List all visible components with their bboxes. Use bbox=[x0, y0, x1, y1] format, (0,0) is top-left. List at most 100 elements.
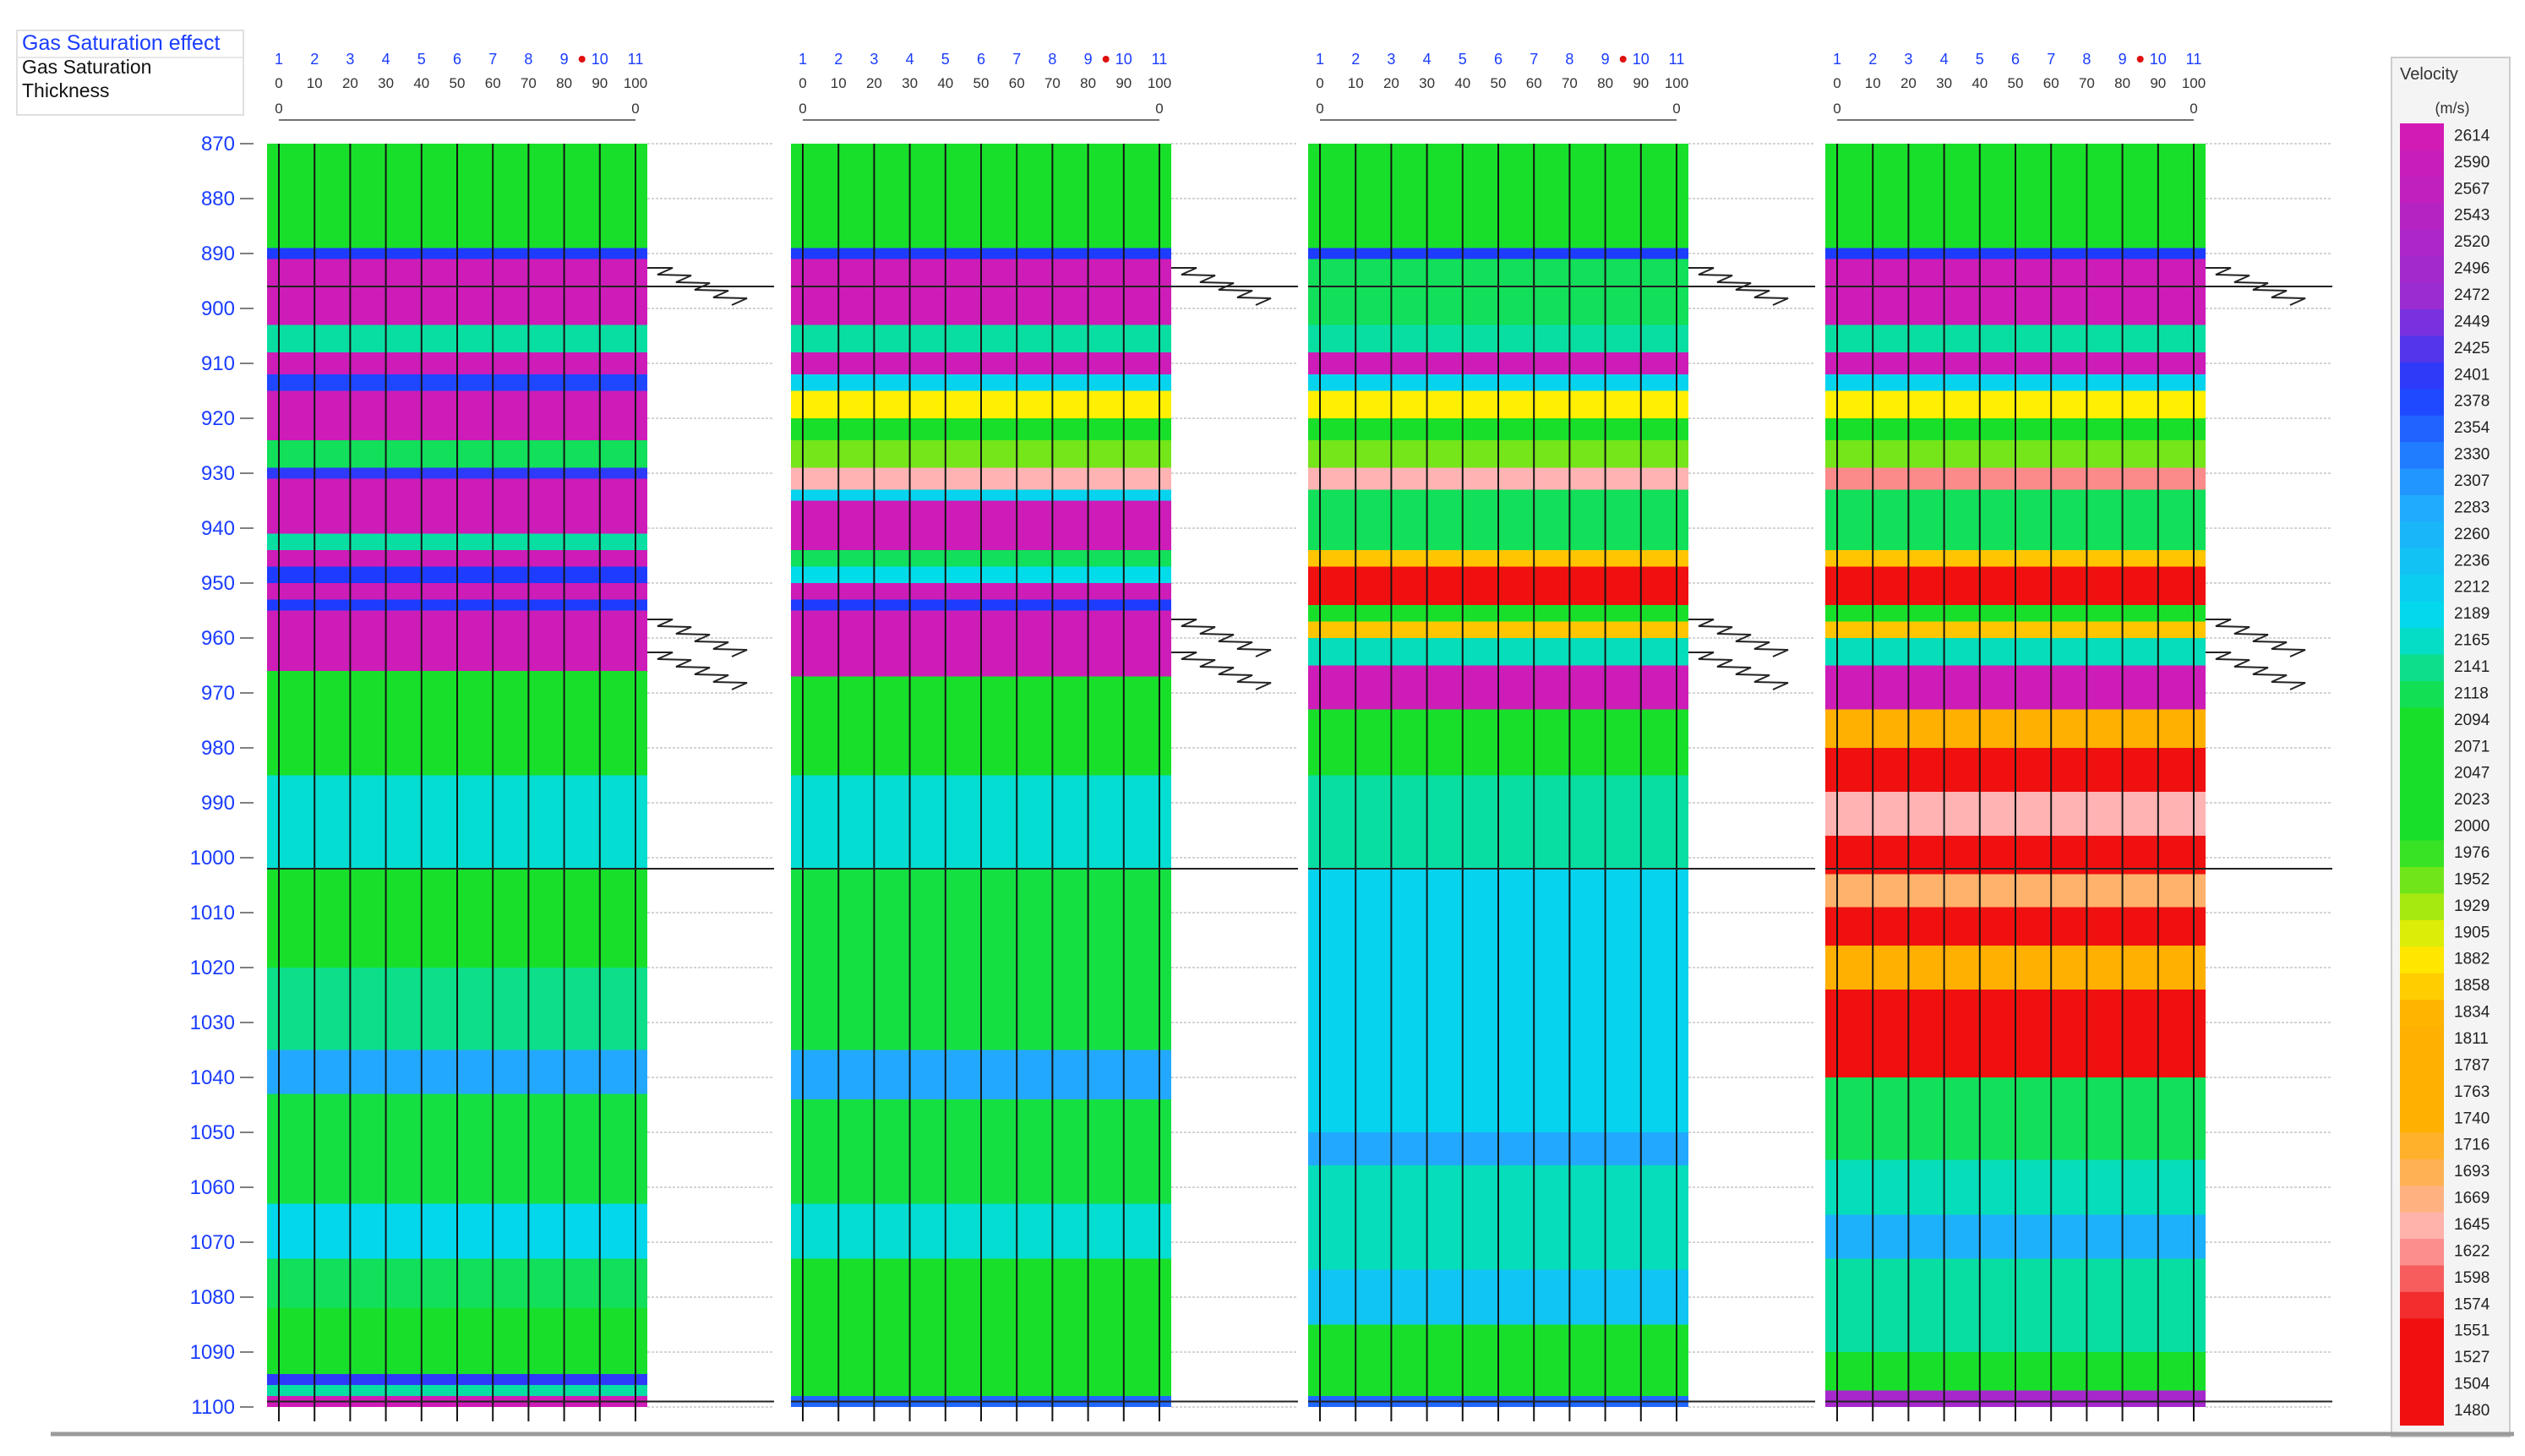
legend-label: 2307 bbox=[2454, 472, 2490, 490]
trace-scale-label: 20 bbox=[342, 75, 358, 91]
trace-scale-label: 70 bbox=[1562, 75, 1578, 91]
trace-scale-label: 0 bbox=[799, 75, 806, 91]
legend-label: 1740 bbox=[2454, 1110, 2490, 1127]
trace-number-label: 9 bbox=[1084, 51, 1093, 68]
legend-label: 2354 bbox=[2454, 419, 2490, 437]
trace-scale-label: 90 bbox=[592, 75, 608, 91]
trace-scale-label: 10 bbox=[1348, 75, 1364, 91]
depth-tick-label: 930 bbox=[201, 462, 235, 485]
depth-tick-label: 1020 bbox=[190, 957, 235, 979]
legend-swatch bbox=[2400, 1265, 2444, 1293]
legend-swatch bbox=[2400, 1239, 2444, 1267]
legend-label: 1504 bbox=[2454, 1376, 2490, 1393]
trace-number-label: 2 bbox=[834, 51, 843, 68]
trace-number-label: 4 bbox=[382, 51, 390, 68]
zero-label-right: 0 bbox=[1155, 101, 1163, 117]
legend-label: 2071 bbox=[2454, 738, 2490, 755]
legend-label: 2449 bbox=[2454, 313, 2490, 330]
legend-swatch bbox=[2400, 362, 2444, 390]
trace-scale-label: 80 bbox=[2114, 75, 2130, 91]
legend-swatch bbox=[2400, 1026, 2444, 1054]
trace-scale-label: 10 bbox=[307, 75, 323, 91]
legend-label: 1574 bbox=[2454, 1295, 2490, 1313]
depth-tick-label: 1030 bbox=[190, 1012, 235, 1034]
trace-number-label: 4 bbox=[906, 51, 914, 68]
saturation-curve bbox=[1688, 652, 1789, 690]
depth-tick-label: 1000 bbox=[190, 847, 235, 870]
legend-label: 2283 bbox=[2454, 499, 2490, 516]
trace-scale-label: 0 bbox=[275, 75, 282, 91]
legend-swatch bbox=[2400, 814, 2444, 842]
trace-number-label: 1 bbox=[1316, 51, 1324, 68]
depth-tick-label: 900 bbox=[201, 297, 235, 320]
depth-tick-label: 960 bbox=[201, 627, 235, 650]
saturation-curve bbox=[1688, 619, 1789, 657]
trace-number-label: 6 bbox=[1494, 51, 1502, 68]
depth-tick-label: 910 bbox=[201, 352, 235, 375]
zero-label-right: 0 bbox=[2190, 101, 2197, 117]
trace-scale-label: 50 bbox=[973, 75, 990, 91]
trace-number-label: 11 bbox=[1152, 51, 1168, 68]
legend-label: 1480 bbox=[2454, 1402, 2490, 1420]
legend-label: 2425 bbox=[2454, 340, 2490, 357]
legend-swatch bbox=[2400, 229, 2444, 258]
legend-swatch bbox=[2400, 946, 2444, 974]
depth-tick-label: 990 bbox=[201, 792, 235, 815]
trace-number-label: 6 bbox=[453, 51, 461, 68]
velocity-legend: Velocity (m/s) 2614259025672543252024962… bbox=[2391, 57, 2511, 1437]
legend-swatch bbox=[2400, 335, 2444, 363]
trace-scale-label: 70 bbox=[521, 75, 537, 91]
legend-swatch bbox=[2400, 707, 2444, 735]
trace-scale-label: 10 bbox=[831, 75, 847, 91]
legend-label: 1669 bbox=[2454, 1190, 2490, 1208]
legend-swatch bbox=[2400, 1132, 2444, 1160]
legend-label: 2378 bbox=[2454, 393, 2490, 411]
depth-axis: 870 880 890 900 910 920 930 940 950 960 970 980 990 1… bbox=[190, 133, 254, 1419]
legend-label: 1811 bbox=[2454, 1030, 2489, 1048]
depth-tick-label: 920 bbox=[201, 407, 235, 430]
legend-swatch bbox=[2400, 1159, 2444, 1187]
legend-swatch bbox=[2400, 1212, 2444, 1240]
legend-label: 2189 bbox=[2454, 605, 2490, 623]
legend-label: 2590 bbox=[2454, 154, 2490, 172]
saturation-curve bbox=[2206, 619, 2306, 657]
trace-number-label: 11 bbox=[1669, 51, 1685, 68]
panel-header-bg bbox=[786, 44, 1176, 128]
legend-label: 2567 bbox=[2454, 180, 2490, 198]
depth-tick-label: 980 bbox=[201, 737, 235, 760]
legend-swatch bbox=[2400, 1053, 2444, 1081]
trace-number-label: 4 bbox=[1423, 51, 1432, 68]
zero-label-right: 0 bbox=[1672, 101, 1680, 117]
depth-tick-label: 1010 bbox=[190, 902, 235, 924]
trace-number-label: 5 bbox=[1976, 51, 1984, 68]
trace-number-label: 9 bbox=[1601, 51, 1610, 68]
trace-scale-label: 80 bbox=[1080, 75, 1096, 91]
legend-swatch bbox=[2400, 1105, 2444, 1134]
trace-number-label: 10 bbox=[2150, 51, 2167, 68]
zero-label-left: 0 bbox=[275, 101, 282, 117]
trace-scale-label: 100 bbox=[2182, 75, 2206, 91]
trace-number-label: 8 bbox=[1048, 51, 1056, 68]
legend-label: 1905 bbox=[2454, 924, 2490, 941]
trace-number-label: 2 bbox=[310, 51, 319, 68]
trace-number-label: 10 bbox=[592, 51, 608, 68]
trace-scale-label: 50 bbox=[450, 75, 466, 91]
trace-number-label: 3 bbox=[1387, 51, 1395, 68]
legend-colorbar: 2614 2590 2567 2543 2520 2496 2472 2449 2425 2401… bbox=[2400, 123, 2490, 1426]
depth-tick-label: 1050 bbox=[190, 1121, 235, 1144]
legend-label: 2118 bbox=[2454, 684, 2489, 702]
chart-title: Gas Saturation effect bbox=[22, 31, 220, 55]
trace-scale-label: 70 bbox=[1044, 75, 1061, 91]
trace-scale-label: 0 bbox=[1833, 75, 1841, 91]
legend-swatch bbox=[2400, 681, 2444, 709]
legend-title: Velocity bbox=[2400, 65, 2458, 84]
legend-label: 2520 bbox=[2454, 233, 2490, 251]
legend-label: 1882 bbox=[2454, 951, 2490, 968]
trace-scale-label: 30 bbox=[902, 75, 918, 91]
legend-label: 1527 bbox=[2454, 1349, 2490, 1366]
legend-label: 1834 bbox=[2454, 1004, 2490, 1022]
zero-label-left: 0 bbox=[799, 101, 806, 117]
